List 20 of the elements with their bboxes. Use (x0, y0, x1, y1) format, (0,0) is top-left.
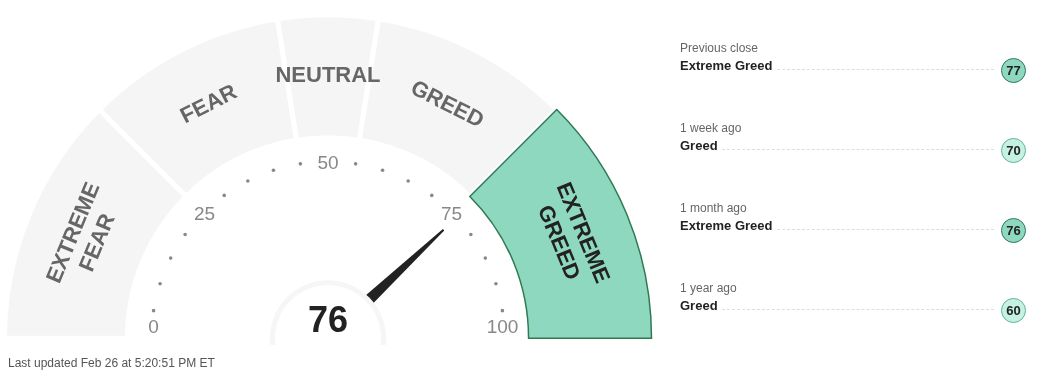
text: Extreme Greed (680, 217, 773, 235)
text: 0 (148, 316, 159, 338)
data-label: 76 (1001, 218, 1026, 243)
text: Extreme Greed (680, 57, 773, 75)
text: Greed (680, 137, 718, 155)
text: 25 (193, 203, 216, 225)
data-label: 77 (1001, 58, 1026, 83)
text: 76 (307, 299, 349, 341)
category-label: 1 month ago (680, 200, 748, 216)
category-label: 1 week ago (680, 120, 743, 136)
data-label: 70 (1001, 138, 1026, 163)
data-label: 60 (1001, 298, 1026, 323)
category-label: Previous close (680, 40, 760, 56)
text: 75 (440, 203, 463, 225)
text: 50 (317, 151, 339, 173)
slice-label: NEUTRAL (275, 62, 381, 88)
text: Last updated Feb 26 at 5:20:51 PM ET (8, 356, 215, 370)
text: Greed (680, 297, 718, 315)
text: 100 (486, 316, 519, 338)
category-label: 1 year ago (680, 280, 738, 296)
